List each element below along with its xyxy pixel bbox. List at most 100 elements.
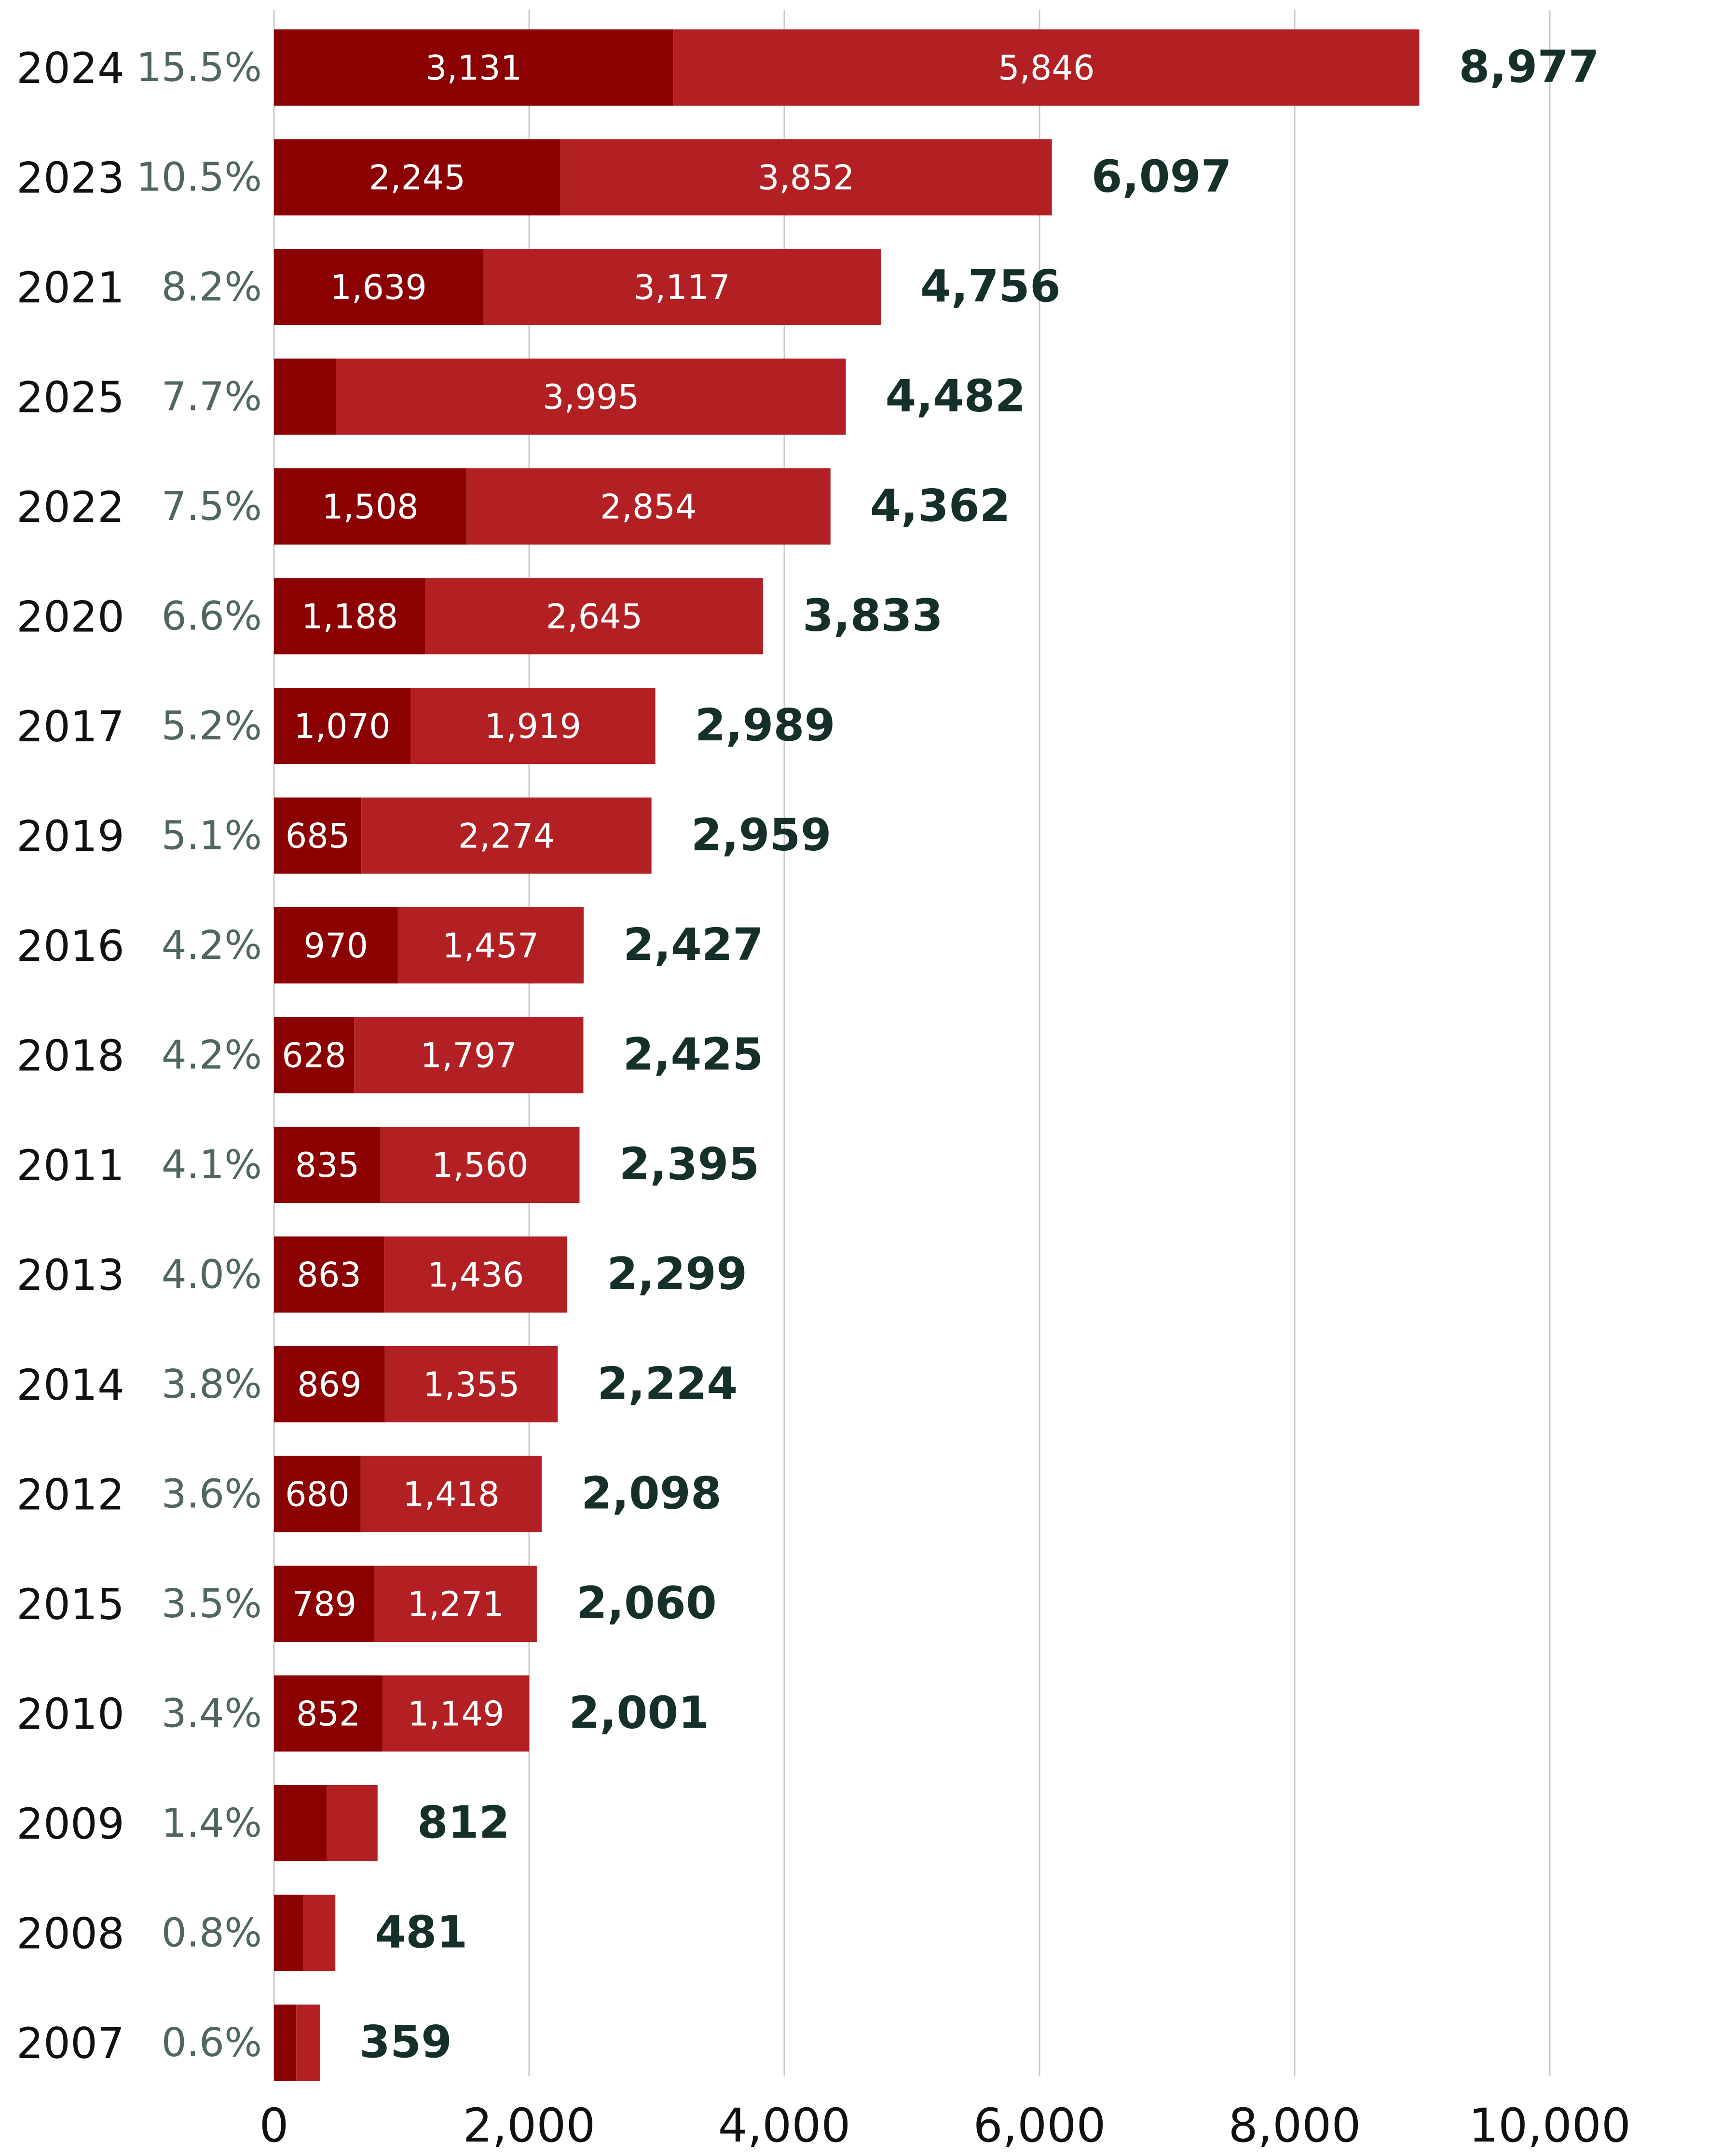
percent-label: 5.2% [162, 703, 262, 749]
bar-row-2025: 2025 7.7% 3,995 4,482 [16, 358, 1026, 435]
year-label: 2025 [16, 373, 124, 423]
total-label: 2,425 [623, 1029, 763, 1080]
bar-row-2017: 2017 5.2% 1,070 1,919 2,989 [16, 688, 835, 764]
bar-segment-dark [274, 29, 674, 106]
segment-label-light: 1,919 [485, 707, 581, 746]
total-label: 4,482 [885, 370, 1025, 422]
bar-segment-light [383, 1675, 530, 1752]
percent-label: 0.6% [162, 2020, 262, 2066]
total-label: 2,001 [569, 1687, 709, 1739]
percent-label: 3.6% [162, 1472, 262, 1517]
year-label: 2014 [16, 1360, 124, 1410]
x-tick-label: 2,000 [463, 2099, 596, 2153]
segment-label-dark: 685 [286, 817, 350, 856]
bar-segment-light [354, 1017, 584, 1093]
segment-label-dark: 2,245 [369, 158, 465, 198]
x-tick-label: 8,000 [1229, 2099, 1361, 2153]
bar-segment-light [483, 249, 881, 325]
segment-label-dark: 680 [285, 1475, 350, 1515]
bar-segment-dark [274, 1236, 384, 1313]
year-label: 2022 [16, 482, 124, 532]
total-label: 2,060 [576, 1577, 717, 1629]
x-tick-label: 10,000 [1469, 2099, 1631, 2153]
bar-segment-light [425, 578, 763, 655]
year-label: 2015 [16, 1580, 124, 1629]
segment-label-dark: 852 [296, 1694, 361, 1734]
bar-segment-light [296, 2005, 320, 2081]
bar-row-2022: 2022 7.5% 1,508 2,854 4,362 [16, 468, 1011, 545]
segment-label-light: 1,418 [403, 1475, 499, 1515]
segment-label-dark: 3,131 [425, 48, 522, 88]
segment-label-light: 3,852 [758, 158, 854, 198]
bar-segment-dark [274, 1785, 327, 1861]
bar-segment-light [380, 1127, 580, 1203]
segment-label-dark: 1,639 [330, 268, 427, 307]
bar-row-2019: 2019 5.1% 685 2,274 2,959 [16, 797, 832, 874]
segment-label-dark: 789 [292, 1584, 357, 1624]
bar-row-2014: 2014 3.8% 869 1,355 2,224 [16, 1346, 738, 1422]
year-label: 2016 [16, 921, 124, 971]
bar-segment-dark [274, 578, 426, 655]
bar-segment-dark [274, 1566, 375, 1642]
bar-segment-light [303, 1895, 336, 1971]
total-label: 359 [359, 2016, 452, 2068]
segment-label-light: 5,846 [998, 48, 1094, 88]
year-label: 2019 [16, 812, 124, 861]
bar-segment-light [466, 468, 831, 545]
bar-row-2015: 2015 3.5% 789 1,271 2,060 [16, 1566, 717, 1642]
bar-row-2018: 2018 4.2% 628 1,797 2,425 [16, 1017, 763, 1093]
bar-segment-dark [274, 468, 466, 545]
segment-label-light: 2,645 [546, 597, 642, 637]
bar-row-2023: 2023 10.5% 2,245 3,852 6,097 [16, 139, 1232, 216]
bar-segment-light [361, 797, 652, 874]
percent-label: 3.4% [162, 1691, 262, 1737]
bar-row-2021: 2021 8.2% 1,639 3,117 4,756 [16, 249, 1061, 325]
bar-segment-dark [274, 907, 398, 983]
bar-segment-dark [274, 688, 411, 764]
year-label: 2013 [16, 1251, 124, 1300]
bar-segment-dark [274, 1346, 385, 1422]
bar-segment-dark [274, 1127, 381, 1203]
year-label: 2007 [16, 2019, 124, 2068]
segment-label-light: 1,436 [427, 1255, 524, 1295]
bar-segment-light [673, 29, 1420, 106]
total-label: 4,756 [920, 260, 1061, 312]
total-label: 2,395 [619, 1138, 759, 1190]
segment-label-light: 3,995 [543, 378, 639, 417]
total-label: 812 [417, 1797, 510, 1848]
segment-label-dark: 863 [297, 1255, 361, 1295]
percent-label: 5.1% [162, 813, 262, 859]
bar-segment-light [397, 907, 584, 983]
percent-label: 4.2% [162, 923, 262, 969]
bar-segment-light [384, 1236, 568, 1313]
percent-label: 4.2% [162, 1033, 262, 1078]
segment-label-dark: 970 [303, 926, 368, 966]
percent-label: 6.6% [162, 594, 262, 640]
total-label: 2,098 [581, 1468, 722, 1519]
percent-label: 10.5% [137, 155, 262, 201]
total-label: 2,959 [691, 809, 832, 861]
percent-label: 7.5% [162, 484, 262, 530]
x-tick-label: 4,000 [718, 2099, 851, 2153]
total-label: 3,833 [803, 590, 943, 641]
year-label: 2010 [16, 1690, 124, 1739]
bar-segment-light [326, 1785, 378, 1861]
segment-label-light: 1,797 [421, 1036, 517, 1076]
segment-label-light: 1,149 [408, 1694, 504, 1734]
bar-row-2007: 2007 0.6% 359 [16, 2005, 452, 2081]
total-label: 8,977 [1459, 41, 1599, 93]
percent-label: 15.5% [137, 45, 262, 91]
percent-label: 3.5% [162, 1581, 262, 1627]
year-label: 2023 [16, 153, 124, 203]
segment-label-light: 1,457 [442, 926, 539, 966]
total-label: 2,427 [623, 919, 764, 970]
bar-row-2020: 2020 6.6% 1,188 2,645 3,833 [16, 578, 943, 655]
bar-segment-dark [274, 1895, 303, 1971]
segment-label-dark: 835 [295, 1146, 360, 1185]
segment-label-light: 1,355 [423, 1365, 519, 1405]
bars: 2024 15.5% 3,131 5,846 8,977 2023 10.5% 2,245 3,… [16, 29, 1599, 2081]
bar-segment-dark [274, 2005, 297, 2081]
segment-label-dark: 869 [297, 1365, 362, 1405]
segment-label-light: 1,271 [408, 1584, 504, 1624]
